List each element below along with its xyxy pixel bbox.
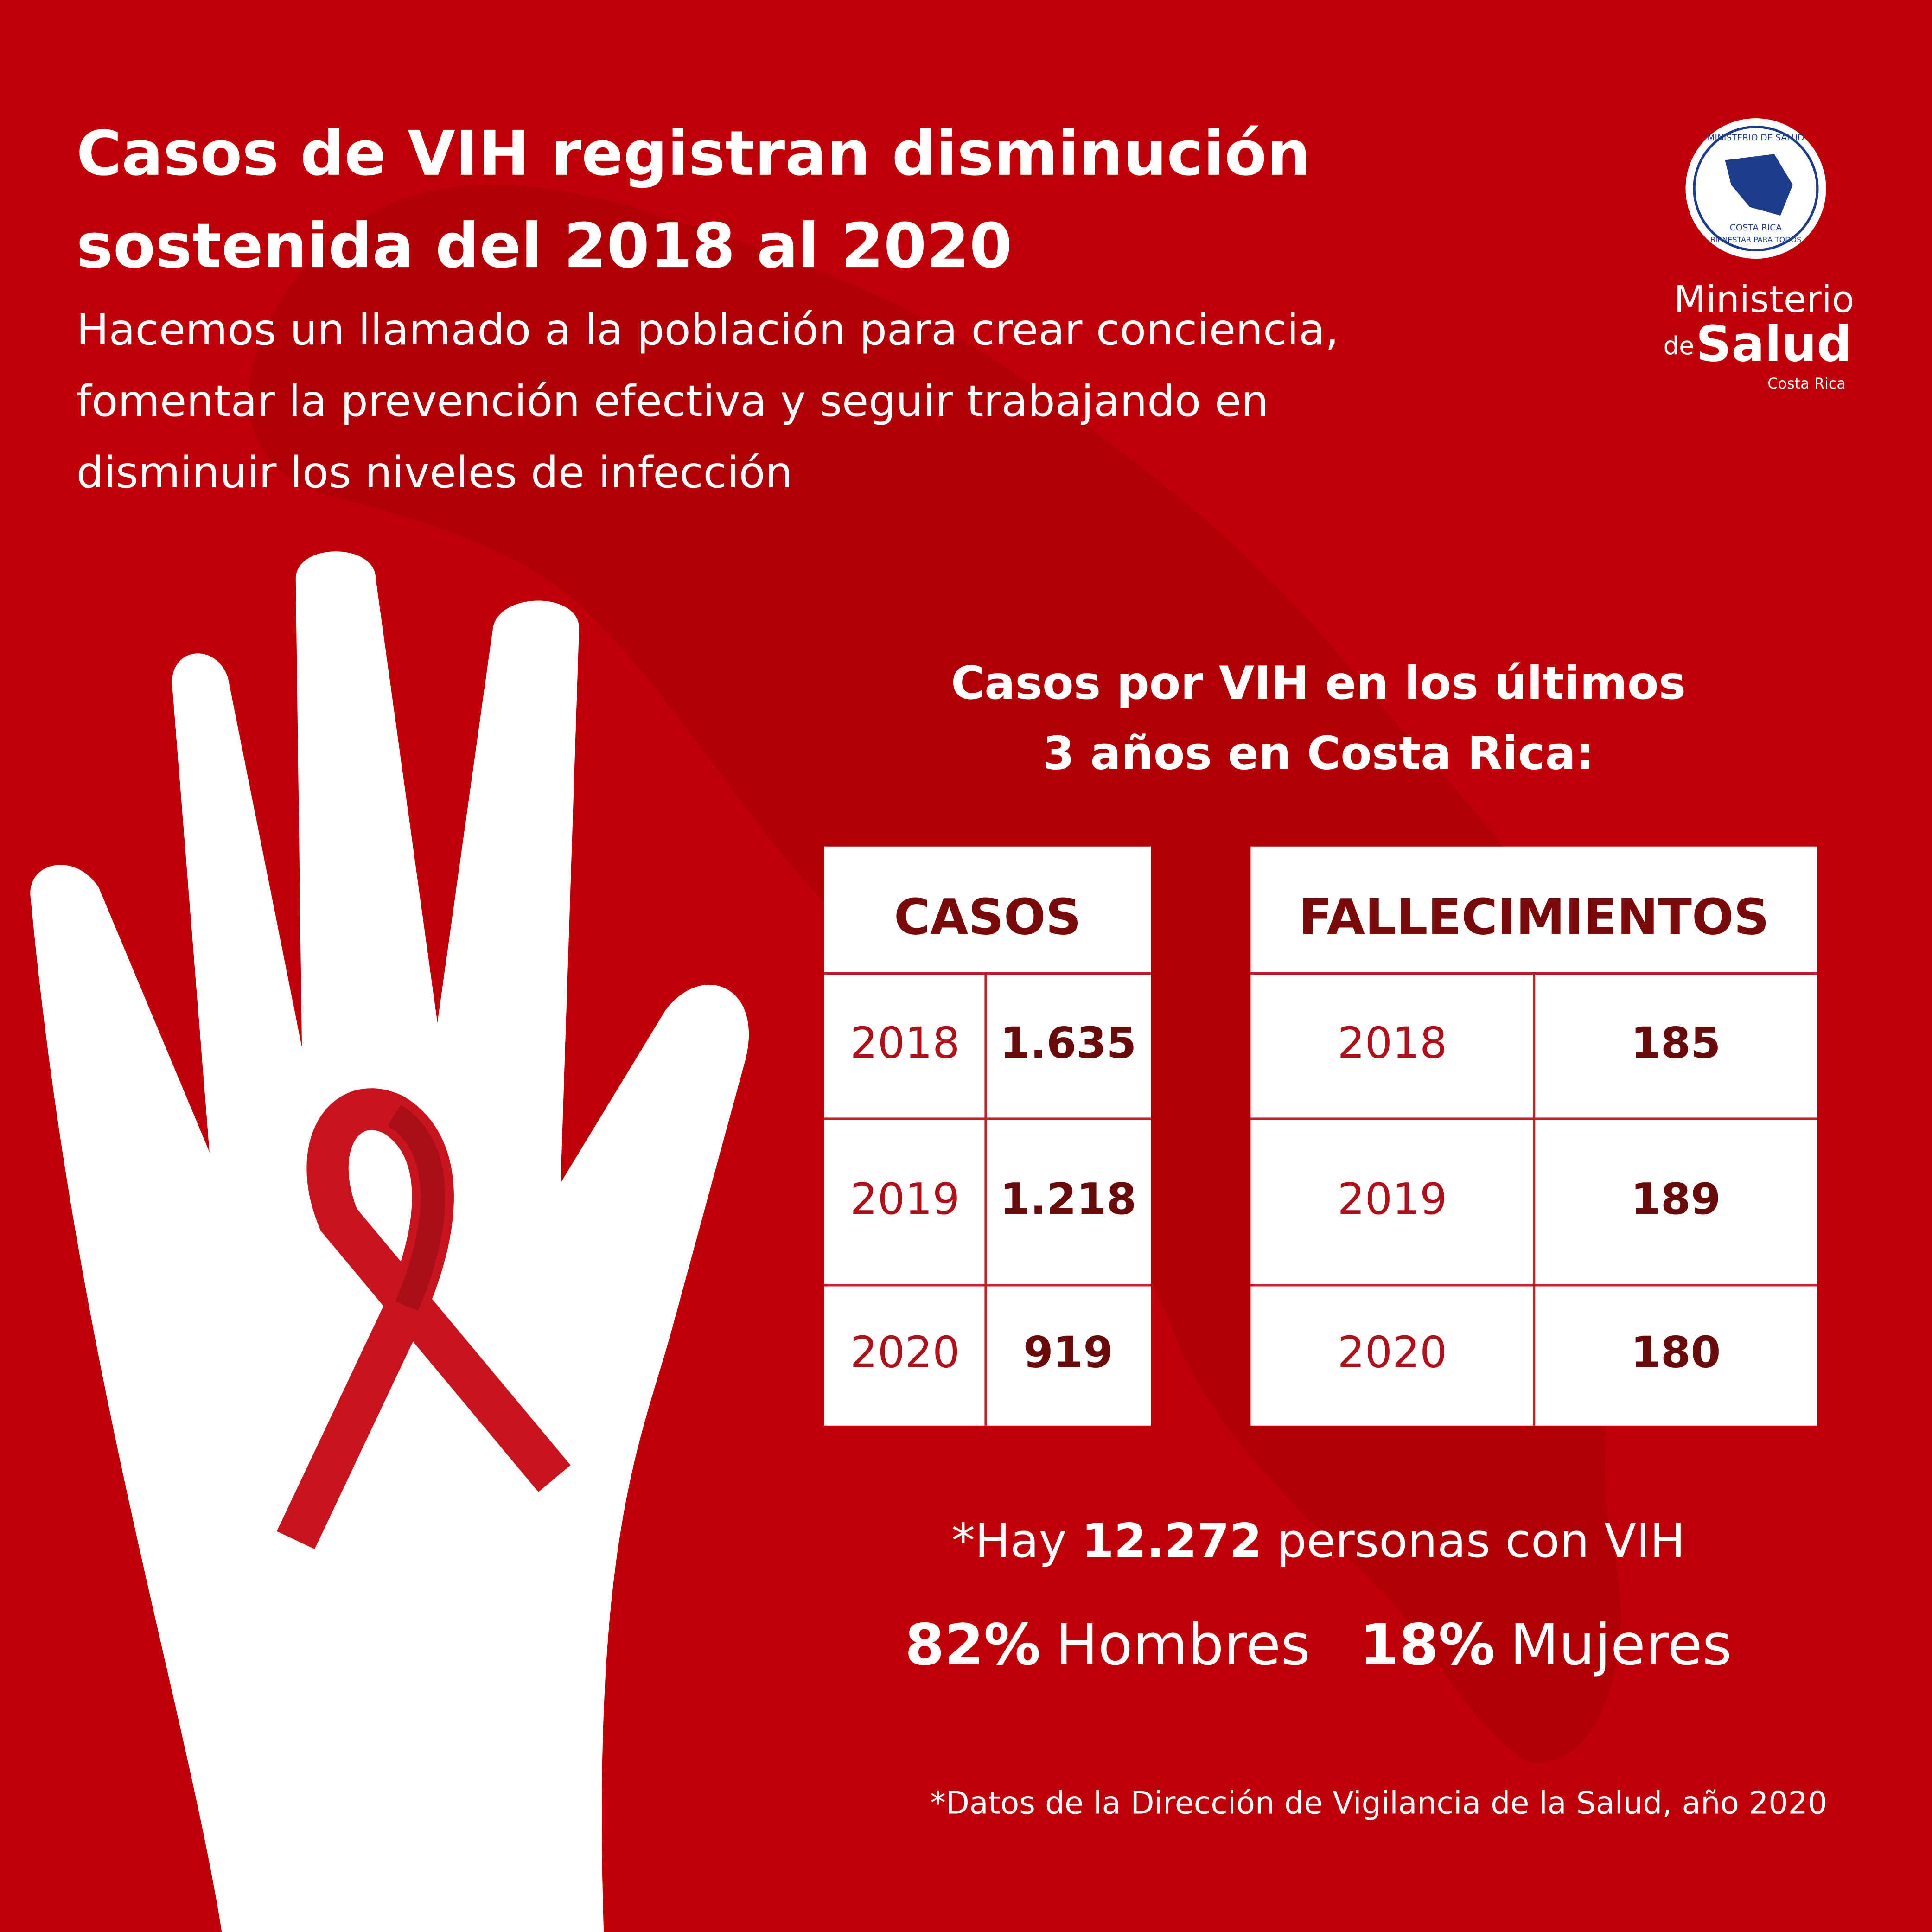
- subtitle-line: Hacemos un llamado a la población para c…: [77, 305, 1339, 355]
- summary-text: *Hay: [951, 1513, 1066, 1568]
- summary-text: Hombres: [1055, 1612, 1310, 1677]
- section-title: Casos por VIH en los últimos: [951, 657, 1686, 710]
- table-year: 2020: [850, 1327, 960, 1377]
- table-value: 1.218: [1000, 1174, 1136, 1224]
- table-year: 2020: [1338, 1327, 1447, 1377]
- seal-map: [1725, 154, 1793, 216]
- table-value: 185: [1631, 1018, 1721, 1068]
- summary-pct: 18%: [1359, 1612, 1495, 1677]
- table-year: 2018: [850, 1018, 960, 1068]
- subtitle-line: fomentar la prevención efectiva y seguir…: [77, 376, 1269, 426]
- table-value: 1.635: [1000, 1018, 1136, 1068]
- summary-pct: 82%: [905, 1612, 1041, 1677]
- footnote: *Datos de la Dirección de Vigilancia de …: [931, 1785, 1828, 1821]
- tables: CASOS 2018 1.635 2019 1.218 2020 919 FALLECIMIE…: [824, 846, 1817, 1426]
- seal-text: COSTA RICA: [1730, 223, 1782, 233]
- ribbon-shadow: [387, 1104, 446, 1311]
- summary-total: *Hay 12.272 personas con VIH: [951, 1513, 1685, 1568]
- table-value: 189: [1631, 1174, 1721, 1224]
- logo-name: Ministerio: [1674, 278, 1854, 321]
- table-value: 180: [1631, 1327, 1721, 1377]
- summary-text: personas con VIH: [1277, 1513, 1685, 1568]
- hand: [30, 551, 749, 1932]
- table-value: 919: [1023, 1327, 1113, 1377]
- section-title: 3 años en Costa Rica:: [1043, 727, 1594, 780]
- title-line: Casos de VIH registran disminución: [77, 118, 1311, 190]
- table-header: CASOS: [894, 888, 1081, 946]
- subtitle-line: disminuir los niveles de infección: [77, 447, 793, 497]
- seal-text: MINISTERIO DE SALUD: [1707, 133, 1804, 143]
- logo: MINISTERIO DE SALUD COSTA RICA BIENESTAR…: [1664, 118, 1855, 392]
- logo-country: Costa Rica: [1767, 375, 1846, 392]
- table-year: 2019: [850, 1174, 960, 1224]
- logo-name: Salud: [1696, 316, 1852, 373]
- table-header: FALLECIMIENTOS: [1299, 888, 1769, 946]
- summary-split: 82% Hombres 18% Mujeres: [905, 1612, 1732, 1677]
- logo-name: de: [1664, 332, 1694, 360]
- table-year: 2018: [1338, 1018, 1447, 1068]
- seal-ring: [1693, 126, 1819, 252]
- summary-number: 12.272: [1081, 1513, 1262, 1568]
- table: [824, 846, 1151, 1426]
- summary-text: Mujeres: [1510, 1612, 1732, 1677]
- seal-text: BIENESTAR PARA TODOS: [1710, 236, 1801, 244]
- title-line: sostenida del 2018 al 2020: [77, 210, 1012, 282]
- table-year: 2019: [1338, 1174, 1447, 1224]
